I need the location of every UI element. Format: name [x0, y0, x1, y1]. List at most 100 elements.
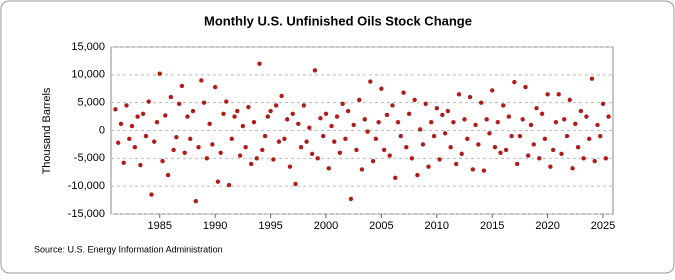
point [323, 111, 329, 117]
point [301, 103, 307, 108]
point [370, 158, 376, 164]
point [586, 136, 592, 142]
point [512, 79, 517, 85]
point [138, 162, 143, 168]
point [204, 156, 210, 161]
point [534, 106, 539, 111]
point [539, 111, 545, 117]
point [409, 156, 415, 161]
y-tick-label: 10,000 [71, 69, 105, 81]
point [321, 133, 326, 139]
point [395, 119, 401, 125]
point [265, 114, 271, 119]
point [254, 156, 259, 161]
point [603, 156, 608, 161]
point [168, 94, 174, 100]
point [201, 100, 207, 105]
point [290, 111, 295, 117]
point [404, 145, 409, 150]
point [606, 114, 611, 119]
point [212, 84, 218, 90]
point [520, 117, 525, 122]
point [545, 92, 550, 97]
point [492, 145, 498, 150]
point [152, 139, 157, 144]
point [359, 167, 365, 172]
x-tick-label: 2010 [425, 220, 449, 232]
point [481, 168, 487, 173]
point [401, 90, 406, 95]
point [229, 136, 234, 142]
point [343, 136, 348, 142]
point [132, 145, 138, 150]
point [501, 103, 506, 108]
point [575, 145, 581, 150]
point [207, 121, 212, 127]
point [163, 113, 168, 118]
point [373, 136, 379, 142]
point [309, 151, 315, 157]
point [176, 101, 182, 106]
point [406, 111, 412, 117]
point [420, 142, 426, 147]
point [368, 79, 373, 84]
point [478, 100, 484, 105]
point [307, 125, 312, 130]
point [564, 133, 570, 139]
point [243, 145, 248, 150]
point [578, 108, 584, 114]
point [113, 107, 118, 112]
point [459, 151, 464, 157]
point [434, 106, 440, 111]
point [129, 123, 135, 129]
x-tick-label: 1995 [258, 220, 282, 232]
point [232, 114, 237, 119]
point [315, 156, 320, 161]
point [337, 150, 343, 155]
point [379, 86, 384, 91]
point [453, 161, 459, 167]
point [584, 114, 589, 119]
point [498, 150, 503, 155]
point [224, 99, 229, 104]
point [174, 134, 179, 140]
point [451, 119, 456, 125]
point [210, 142, 215, 147]
source: Source: U.S. Energy Information Administ… [34, 244, 223, 254]
point [517, 133, 523, 139]
point [188, 136, 193, 142]
point [595, 122, 600, 128]
point [298, 145, 304, 150]
point [398, 133, 403, 139]
point [445, 108, 451, 114]
point [257, 61, 262, 66]
point [393, 175, 398, 181]
point [442, 131, 448, 136]
point [332, 139, 337, 144]
point [182, 150, 187, 155]
point [304, 139, 309, 144]
point [509, 133, 514, 139]
point [542, 136, 548, 142]
point [567, 97, 572, 103]
point [276, 139, 282, 144]
point [282, 136, 287, 142]
point [240, 123, 246, 129]
x-tick-label: 1990 [203, 220, 227, 232]
point [318, 116, 323, 121]
x-tick-label: 1985 [148, 220, 172, 232]
point [251, 119, 257, 125]
point [448, 145, 453, 150]
point [334, 114, 340, 119]
point [437, 157, 442, 162]
point [340, 101, 345, 106]
point [559, 151, 564, 157]
point [415, 172, 420, 178]
point [465, 136, 470, 142]
point [537, 156, 542, 161]
point [165, 172, 171, 178]
point [127, 136, 132, 142]
point [581, 156, 586, 161]
point [116, 140, 121, 145]
